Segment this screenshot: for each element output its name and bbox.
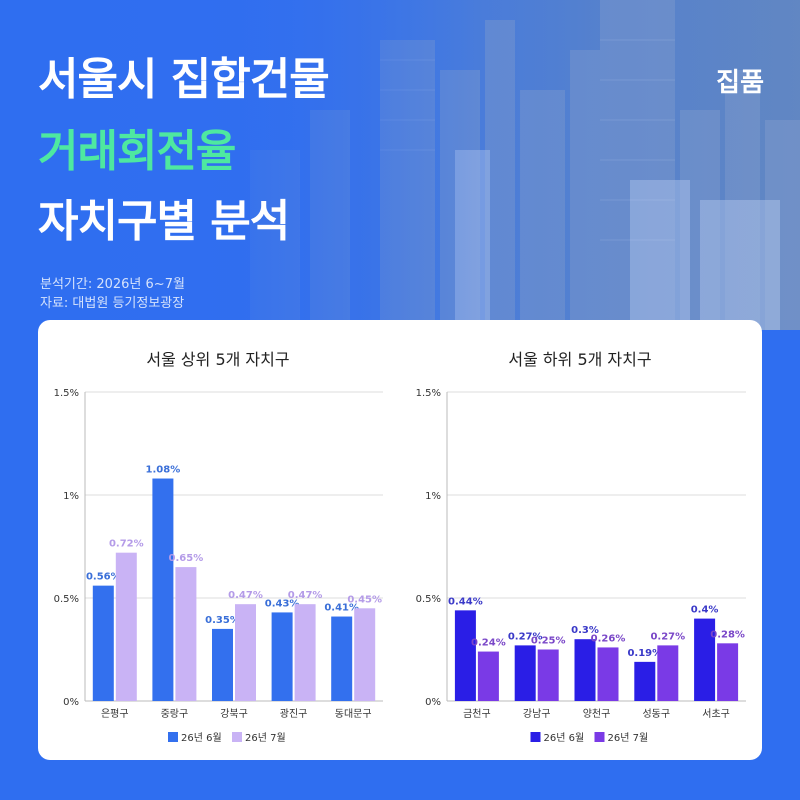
right-legend-label: 26년 6월 [544, 732, 585, 744]
right-legend-swatch [530, 732, 541, 742]
left-legend-swatch [168, 732, 178, 742]
right-data-label: 0.24% [471, 638, 506, 649]
left-data-label: 0.72% [109, 539, 144, 550]
left-bar-july [294, 604, 316, 701]
right-chart-title: 서울 하위 5개 자치구 [508, 350, 652, 369]
left-data-label: 0.41% [324, 603, 359, 614]
right-bar-july [717, 643, 739, 701]
right-legend-label: 26년 7월 [608, 732, 649, 744]
right-y-tick-label: 0.5% [416, 594, 441, 605]
left-legend-swatch [232, 732, 242, 742]
left-x-tick-label: 중랑구 [161, 708, 189, 720]
right-y-tick-label: 0% [425, 697, 441, 708]
title-line-1: 서울시 집합건물 [38, 54, 330, 105]
left-data-label: 0.56% [86, 572, 121, 583]
right-x-tick-label: 성동구 [642, 708, 670, 720]
right-x-tick-label: 서초구 [702, 708, 730, 720]
left-data-label: 0.43% [265, 598, 300, 609]
right-x-tick-label: 금천구 [463, 708, 491, 720]
left-chart-title: 서울 상위 5개 자치구 [146, 350, 290, 369]
right-y-tick-label: 1.5% [416, 388, 441, 399]
left-bar-june [152, 478, 174, 701]
title-line-2: 거래회전율 [38, 126, 236, 177]
left-data-label: 0.47% [228, 590, 263, 601]
left-legend-label: 26년 6월 [181, 732, 222, 744]
left-bar-july [115, 552, 137, 701]
left-bar-june [271, 612, 293, 701]
left-legend-label: 26년 7월 [245, 732, 286, 744]
right-bar-june [634, 661, 656, 701]
left-y-tick-label: 1% [63, 491, 79, 502]
right-bar-july [477, 651, 499, 701]
charts-svg: 0% 0.5% 1% 1.5% 0.56% 0.72% 은평구 1.08% 0.65% 중랑구 0.… [54, 388, 746, 744]
right-data-label: 0.3% [571, 625, 599, 636]
left-data-label: 0.45% [347, 594, 382, 605]
brand-logo: 집품 [716, 68, 764, 98]
right-data-label: 0.26% [591, 633, 626, 644]
right-x-tick-label: 강남구 [523, 708, 551, 720]
left-bar-june [331, 616, 353, 701]
left-data-label: 0.65% [169, 553, 204, 564]
right-bar-june [514, 645, 536, 701]
left-bar-june [212, 628, 233, 701]
right-bar-june [694, 618, 716, 701]
left-bar-july [354, 608, 376, 701]
right-x-tick-label: 양천구 [583, 708, 611, 720]
right-data-label: 0.19% [627, 648, 662, 659]
right-data-label: 0.4% [691, 605, 719, 616]
right-bar-june [454, 610, 476, 701]
right-bar-june [574, 639, 596, 701]
left-data-label: 0.47% [288, 590, 323, 601]
analysis-period: 분석기간: 2026년 6~7월 [40, 277, 185, 292]
right-bar-july [537, 649, 559, 701]
left-x-tick-label: 은평구 [101, 708, 129, 720]
left-y-tick-label: 0.5% [54, 594, 79, 605]
right-data-label: 0.27% [650, 631, 685, 642]
left-x-tick-label: 강북구 [220, 708, 248, 720]
hero-background [0, 0, 800, 330]
left-y-tick-label: 0% [63, 697, 79, 708]
data-source: 자료: 대법원 등기정보광장 [40, 296, 185, 311]
title-line-3: 자치구별 분석 [38, 196, 290, 247]
right-bar-july [597, 647, 619, 701]
left-bar-july [175, 567, 197, 701]
left-data-label: 1.08% [146, 465, 181, 476]
right-data-label: 0.28% [710, 629, 745, 640]
right-data-label: 0.44% [448, 596, 483, 607]
left-bar-june [92, 585, 114, 701]
right-data-label: 0.27% [508, 631, 543, 642]
left-bar-july [235, 604, 256, 701]
left-x-tick-label: 광진구 [280, 708, 308, 720]
right-data-label: 0.25% [531, 636, 566, 647]
left-x-tick-label: 동대문구 [335, 708, 372, 720]
right-legend-swatch [594, 732, 605, 742]
right-bar-july [657, 645, 679, 701]
right-y-tick-label: 1% [425, 491, 441, 502]
left-y-tick-label: 1.5% [54, 388, 79, 399]
left-data-label: 0.35% [205, 615, 240, 626]
